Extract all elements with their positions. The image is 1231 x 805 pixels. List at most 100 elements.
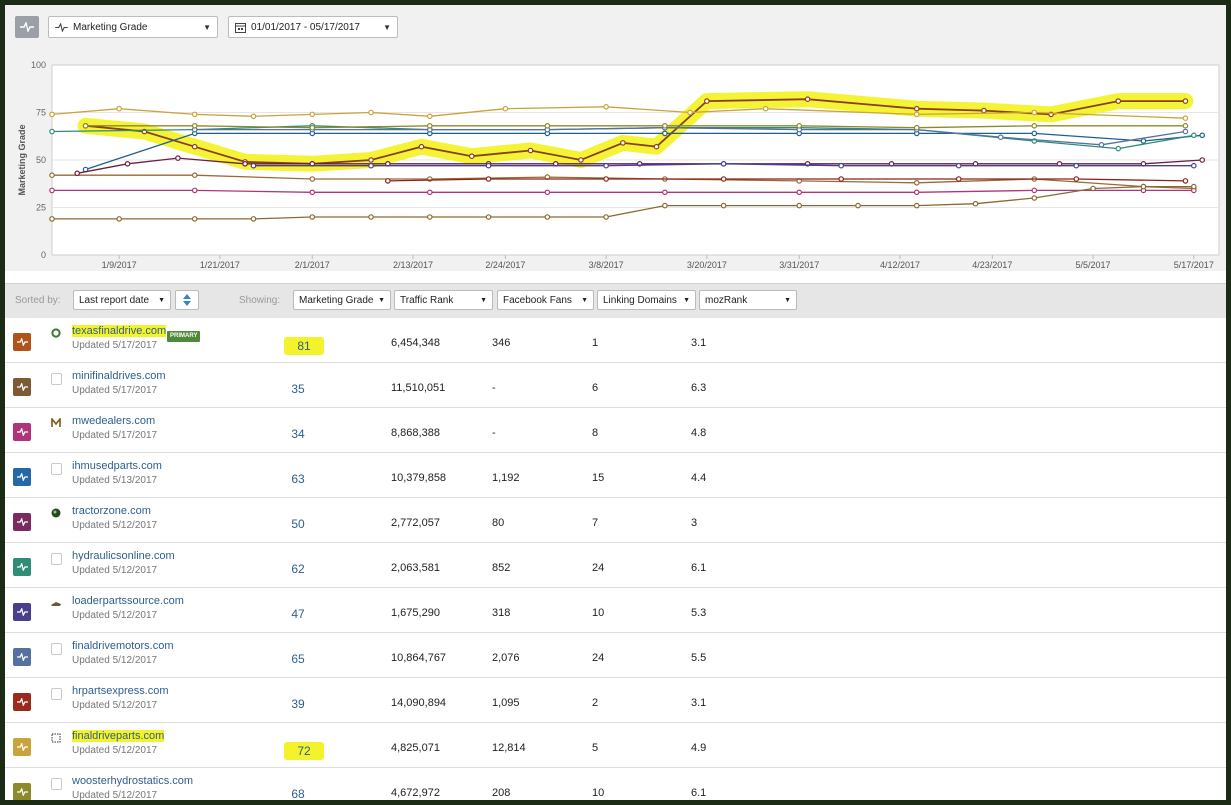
facebook-fans-value: 346 [492, 337, 511, 349]
favicon-m-logo-icon [51, 418, 61, 428]
linking-domains-value: 7 [592, 517, 599, 529]
column-select-4[interactable]: Linking Domains ▼ [597, 290, 696, 310]
series-point [427, 113, 433, 120]
table-row[interactable]: hydraulicsonline.com Updated 5/12/2017 62 2… [5, 543, 1226, 588]
table-row[interactable]: loaderpartssource.com Updated 5/12/2017 47… [5, 588, 1226, 633]
column-select-1[interactable]: Marketing Grade ▼ [293, 290, 391, 310]
column-select-3[interactable]: Facebook Fans ▼ [497, 290, 594, 310]
site-domain-link[interactable]: hydraulicsonline.com [72, 550, 175, 562]
sort-arrows-icon [183, 294, 191, 306]
table-row[interactable]: tractorzone.com Updated 5/12/2017 50 2,772,… [5, 498, 1226, 543]
site-pulse-icon[interactable] [13, 693, 31, 711]
site-pulse-icon[interactable] [13, 513, 31, 531]
date-range-select[interactable]: 01/01/2017 - 05/17/2017 ▼ [228, 16, 398, 38]
series-point [502, 105, 509, 112]
updated-date: Updated 5/12/2017 [72, 745, 158, 756]
traffic-rank-value: 10,379,858 [391, 472, 447, 484]
site-domain-link[interactable]: mwedealers.com [72, 415, 156, 427]
series-line [85, 125, 1186, 129]
series-point [720, 161, 727, 167]
series-point [796, 189, 803, 196]
linking-domains-value: 10 [592, 787, 605, 799]
site-pulse-icon[interactable] [13, 333, 31, 351]
site-domain-link[interactable]: hrpartsexpress.com [72, 685, 169, 697]
traffic-rank-value: 2,063,581 [391, 562, 440, 574]
table-row[interactable]: finaldrivemotors.com Updated 5/12/2017 65 1… [5, 633, 1226, 678]
marketing-grade-value[interactable]: 34 [291, 427, 305, 441]
marketing-grade-value[interactable]: 65 [291, 652, 305, 666]
series-point [687, 109, 693, 116]
favicon-placeholder-icon [51, 778, 62, 790]
marketing-grade-value[interactable]: 63 [291, 472, 305, 486]
traffic-rank-value: 11,510,051 [391, 382, 446, 394]
facebook-fans-value: 1,095 [492, 697, 520, 709]
series-point [913, 202, 920, 209]
site-domain-link[interactable]: finaldriveparts.com [72, 730, 165, 742]
traffic-rank-value: 4,672,972 [391, 787, 440, 799]
filter-bar: Sorted by: Last report date ▼ Showing: M… [5, 283, 1226, 319]
series-point [309, 189, 316, 196]
site-pulse-icon[interactable] [13, 558, 31, 576]
series-point [191, 172, 198, 179]
metric-select-value: Marketing Grade [73, 21, 148, 33]
table-row[interactable]: mwedealers.com Updated 5/17/2017 34 8,868,3… [5, 408, 1226, 453]
favicon-ball-icon [51, 508, 61, 518]
table-row[interactable]: texasfinaldrive.com Updated 5/17/2017 PRIM… [5, 318, 1226, 363]
site-pulse-icon[interactable] [13, 783, 31, 800]
series-point [838, 162, 844, 169]
site-domain-link[interactable]: texasfinaldrive.com [72, 325, 167, 337]
column-select-value: Marketing Grade [299, 294, 374, 306]
series-point [1031, 130, 1038, 137]
series-line [52, 185, 1194, 220]
favicon-gear-icon [51, 328, 61, 338]
site-pulse-icon[interactable] [13, 603, 31, 621]
chart-toggle-button[interactable] [15, 16, 39, 38]
table-row[interactable]: ihmusedparts.com Updated 5/13/2017 63 10,37… [5, 453, 1226, 498]
site-pulse-icon[interactable] [13, 378, 31, 396]
series-point [485, 214, 492, 220]
site-domain-link[interactable]: loaderpartssource.com [72, 595, 184, 607]
marketing-grade-value[interactable]: 62 [291, 562, 305, 576]
series-point [720, 176, 727, 182]
x-tick-label: 5/17/2017 [1174, 260, 1214, 270]
series-point [1182, 178, 1189, 184]
site-pulse-icon[interactable] [13, 648, 31, 666]
series-point [250, 162, 257, 169]
marketing-grade-value[interactable]: 47 [291, 607, 305, 621]
site-domain-link[interactable]: ihmusedparts.com [72, 460, 162, 472]
marketing-grade-value[interactable]: 68 [291, 787, 305, 800]
table-row[interactable]: woosterhydrostatics.com Updated 5/12/2017… [5, 768, 1226, 800]
series-point [704, 98, 710, 104]
table-row[interactable]: hrpartsexpress.com Updated 5/12/2017 39 14,… [5, 678, 1226, 723]
mozrank-value: 6.1 [691, 562, 707, 574]
marketing-grade-value[interactable]: 50 [291, 517, 305, 531]
column-select-2[interactable]: Traffic Rank ▼ [394, 290, 493, 310]
column-select-5[interactable]: mozRank ▼ [699, 290, 797, 310]
sort-direction-button[interactable] [175, 290, 199, 310]
marketing-grade-value[interactable]: 81 [284, 337, 324, 355]
site-domain-link[interactable]: woosterhydrostatics.com [72, 775, 194, 787]
chevron-down-icon: ▼ [581, 296, 588, 304]
linking-domains-value: 24 [592, 652, 605, 664]
site-domain-link[interactable]: tractorzone.com [72, 505, 151, 517]
series-point [1073, 162, 1080, 169]
y-tick-label: 75 [36, 108, 46, 118]
site-domain-link[interactable]: finaldrivemotors.com [72, 640, 174, 652]
marketing-grade-value[interactable]: 35 [291, 382, 305, 396]
app-frame: Marketing Grade ▼ 01/01/2017 - 05/17/201… [5, 5, 1226, 800]
site-pulse-icon[interactable] [13, 468, 31, 486]
site-pulse-icon[interactable] [13, 423, 31, 441]
mozrank-value: 5.3 [691, 607, 707, 619]
site-domain-link[interactable]: minifinaldrives.com [72, 370, 166, 382]
series-point [913, 189, 920, 196]
metric-select[interactable]: Marketing Grade ▼ [48, 16, 218, 38]
marketing-grade-value[interactable]: 72 [284, 742, 324, 760]
series-point [662, 130, 668, 137]
table-row[interactable]: minifinaldrives.com Updated 5/17/2017 35 11… [5, 363, 1226, 408]
site-pulse-icon[interactable] [13, 738, 31, 756]
table-row[interactable]: finaldriveparts.com Updated 5/12/2017 72 4,… [5, 723, 1226, 768]
marketing-grade-value[interactable]: 39 [291, 697, 305, 711]
series-point [191, 216, 198, 222]
x-tick-label: 1/21/2017 [200, 260, 240, 270]
sort-select[interactable]: Last report date ▼ [73, 290, 171, 310]
